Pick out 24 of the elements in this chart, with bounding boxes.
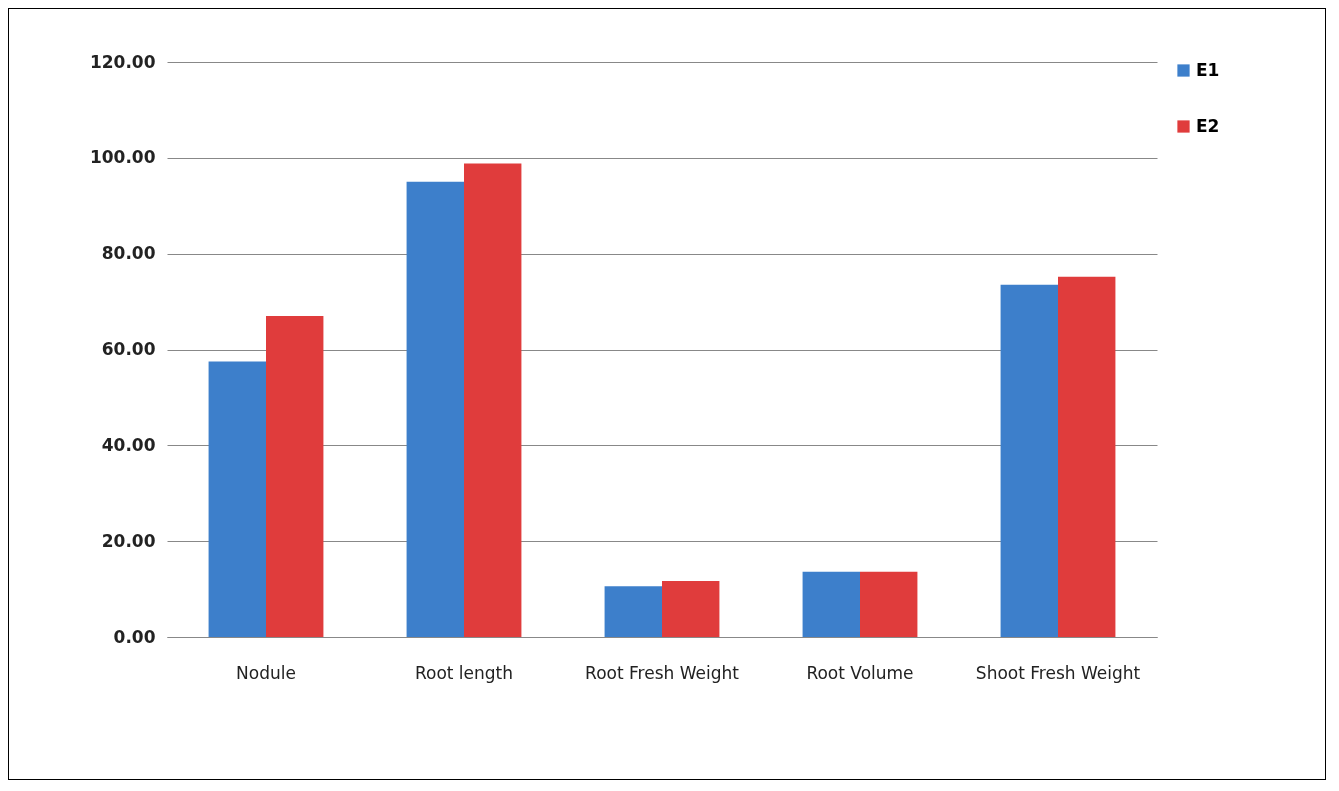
- bar: [406, 181, 464, 637]
- bar: [802, 571, 860, 637]
- x-tick-label: Root length: [414, 662, 514, 683]
- x-tick-label: Root Volume: [806, 662, 914, 683]
- y-tick-label: 60.00: [101, 339, 156, 359]
- y-tick-label: 40.00: [101, 434, 156, 455]
- x-tick-label: Shoot Fresh Weight: [975, 662, 1141, 683]
- bar: [464, 163, 522, 637]
- y-tick-label: 0.00: [113, 626, 156, 647]
- bar: [604, 586, 662, 637]
- legend-label: E2: [1196, 115, 1220, 136]
- y-tick-label: 100.00: [89, 147, 156, 168]
- bar: [266, 315, 324, 637]
- y-tick-label: 120.00: [89, 51, 156, 72]
- y-tick-label: 20.00: [101, 530, 156, 551]
- bar: [860, 571, 918, 637]
- bar: [662, 580, 720, 637]
- bar: [1000, 284, 1058, 637]
- y-tick-label: 80.00: [101, 243, 156, 264]
- x-tick-label: Nodule: [236, 662, 296, 683]
- legend-label: E1: [1196, 59, 1220, 80]
- x-tick-label: Root Fresh Weight: [585, 662, 740, 683]
- bar: [208, 361, 266, 637]
- bar: [1058, 276, 1116, 637]
